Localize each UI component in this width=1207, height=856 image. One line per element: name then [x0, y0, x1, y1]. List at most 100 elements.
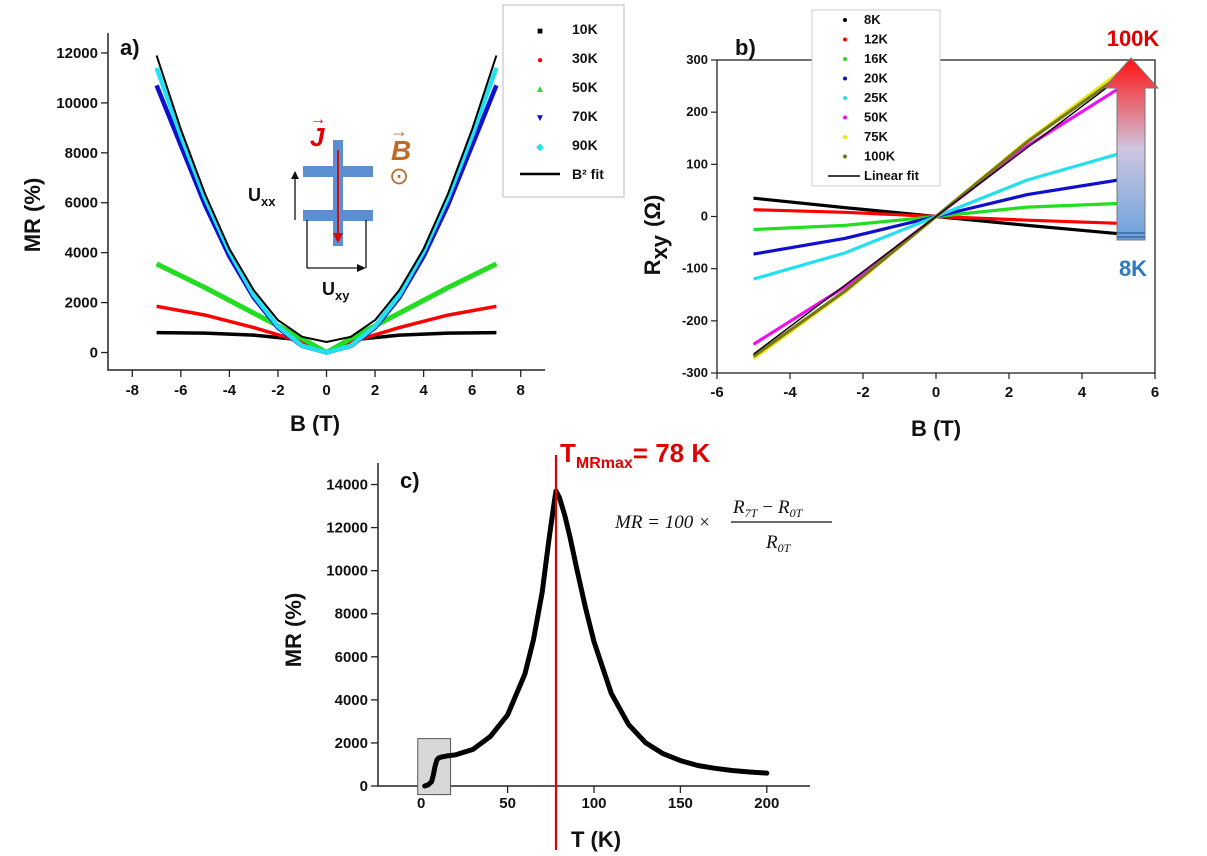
- panel-a-xtick-label: 2: [371, 382, 379, 399]
- panel-b-xtick-label: 6: [1151, 384, 1159, 401]
- panel-b-ytick-label: -100: [682, 261, 708, 276]
- panel-b-legend-marker: [843, 76, 847, 81]
- panel-b-ytick-label: 300: [686, 52, 708, 67]
- panel-b-legend-label: 8K: [864, 12, 881, 27]
- uxx-label: Uxx: [248, 185, 276, 209]
- panel-a-legend-marker: ◆: [536, 142, 544, 153]
- panel-c-ytick-label: 14000: [326, 477, 368, 494]
- panel-a-ytick-label: 8000: [65, 145, 98, 162]
- field-vector-arrow: →: [390, 121, 408, 141]
- panel-a-xlabel: B (T): [290, 411, 340, 436]
- panel-b-xtick-label: 2: [1005, 384, 1013, 401]
- panel-b-ylabel: Rxy(Ω): [640, 195, 672, 276]
- panel-a-legend-marker: ●: [537, 55, 543, 66]
- panel-a-series-4: [154, 67, 499, 355]
- current-symbol: J: [310, 122, 325, 152]
- temperature-arrow: [1102, 57, 1160, 241]
- panel-a-legend-marker: ▲: [535, 84, 545, 95]
- panel-b-legend-label: 100K: [864, 149, 896, 164]
- uxy-arrow-head: [357, 264, 366, 272]
- panel-b-ytick-label: 100: [686, 156, 708, 171]
- eq-denominator: R0T: [765, 532, 792, 555]
- panel-b-xtick-label: 4: [1078, 384, 1087, 401]
- panel-b-label: b): [735, 35, 756, 60]
- panel-a-legend-label: 50K: [572, 79, 598, 95]
- panel-a-legend-label: B² fit: [572, 166, 604, 182]
- current-arrow-head: [333, 233, 343, 243]
- panel-a-ytick-label: 0: [90, 345, 98, 362]
- panel-a-legend-label: 10K: [572, 21, 598, 37]
- panel-c-xtick-label: 100: [581, 795, 606, 812]
- panel-a-ylabel: MR (%): [20, 178, 45, 253]
- panel-a-ytick-label: 2000: [65, 295, 98, 312]
- hall-bar-inset: J → B → ⊙ Uxx Uxy: [248, 111, 411, 303]
- panel-c-ytick-label: 12000: [326, 520, 368, 537]
- panel-c-ylabel: MR (%): [281, 593, 306, 668]
- panel-b-xlabel: B (T): [911, 416, 961, 441]
- panel-b-ytick-label: -300: [682, 365, 708, 380]
- panel-c-xtick-label: 0: [417, 795, 425, 812]
- panel-a-legend-marker: ▼: [535, 113, 545, 124]
- field-symbol: B: [391, 135, 411, 166]
- panel-b-legend-label: 20K: [864, 71, 888, 86]
- panel-a-legend-marker: ■: [537, 26, 543, 37]
- panel-c-xlabel: T (K): [571, 827, 621, 852]
- panel-c-ytick-label: 10000: [326, 563, 368, 580]
- panel-b-xtick-label: -2: [856, 384, 869, 401]
- panel-a-ytick-label: 10000: [56, 95, 98, 112]
- panel-a-xtick-label: -6: [174, 382, 187, 399]
- panel-c-ytick-label: 2000: [335, 735, 368, 752]
- panel-a-legend-label: 30K: [572, 50, 598, 66]
- panel-b-legend: [811, 9, 941, 187]
- panel-b-legend-marker: [843, 115, 847, 120]
- panel-a-xtick-label: 6: [468, 382, 476, 399]
- panel-a-legend-label: 90K: [572, 137, 598, 153]
- panel-c-xtick-label: 200: [754, 795, 779, 812]
- panel-a-axes: [107, 33, 545, 371]
- panel-a-label: a): [120, 35, 140, 60]
- panel-b-ytick-label: 200: [686, 104, 708, 119]
- arrow-bottom-label: 8K: [1119, 256, 1147, 281]
- panel-a-xtick-label: -2: [271, 382, 284, 399]
- panel-a-xtick-label: 4: [419, 382, 428, 399]
- panel-c-label: c): [400, 468, 420, 493]
- panel-a-legend-label: 70K: [572, 108, 598, 124]
- panel-b-legend-label: 16K: [864, 51, 888, 66]
- panel-a-legend: [502, 4, 625, 198]
- panel-b-legend-marker: [843, 135, 847, 139]
- panel-b-legend-marker: [843, 37, 847, 42]
- panel-a-ytick-label: 6000: [65, 195, 98, 212]
- panel-a: a) -8 -6 -4 -2 0 2 4 6 8 0 2000 4000 6000 8000 10000 12…: [20, 4, 625, 436]
- panel-c: c) 0 50 100 150 2000200040006000800010000120…: [281, 438, 832, 852]
- uxy-label: Uxy: [322, 279, 350, 303]
- panel-a-series-1: [156, 304, 497, 355]
- panel-b-ytick-label: -200: [682, 313, 708, 328]
- field-out-of-plane-mark: ⊙: [389, 163, 409, 190]
- panel-b-legend-label: 75K: [864, 129, 888, 144]
- panel-a-xtick-label: 8: [517, 382, 525, 399]
- panel-c-xtick-label: 150: [668, 795, 693, 812]
- panel-b-legend-marker: [843, 154, 847, 159]
- eq-numerator: R7T − R0T: [732, 497, 804, 520]
- panel-b-xtick-label: -4: [783, 384, 797, 401]
- panel-c-series-0: [422, 488, 770, 789]
- panel-b-legend-marker: [843, 18, 847, 22]
- tmrmax-label: TMRmax= 78 K: [560, 438, 710, 472]
- panel-c-xtick-label: 50: [499, 795, 516, 812]
- panel-b-series-8: [753, 78, 1119, 355]
- panel-b-legend-label: Linear fit: [864, 168, 920, 183]
- eq-lhs: MR = 100 ×: [614, 512, 711, 533]
- panel-c-ytick-label: 0: [360, 778, 368, 795]
- panel-c-ytick-label: 6000: [335, 649, 368, 666]
- panel-a-xtick-label: -8: [126, 382, 139, 399]
- panel-c-ytick-label: 4000: [335, 692, 368, 709]
- panel-a-xtick-label: 0: [322, 382, 330, 399]
- panel-a-series-2: [155, 261, 498, 355]
- panel-b: b) -6 -4 -2 0 2 4 6 -300 -200 -100 0 100 200 300 Rxy(…: [640, 9, 1160, 441]
- panel-b-legend-label: 12K: [864, 32, 888, 47]
- panel-b-legend-label: 25K: [864, 90, 888, 105]
- panel-a-ytick-label: 12000: [56, 45, 98, 62]
- arrow-top-label: 100K: [1107, 26, 1160, 51]
- current-vector-arrow: →: [310, 111, 326, 128]
